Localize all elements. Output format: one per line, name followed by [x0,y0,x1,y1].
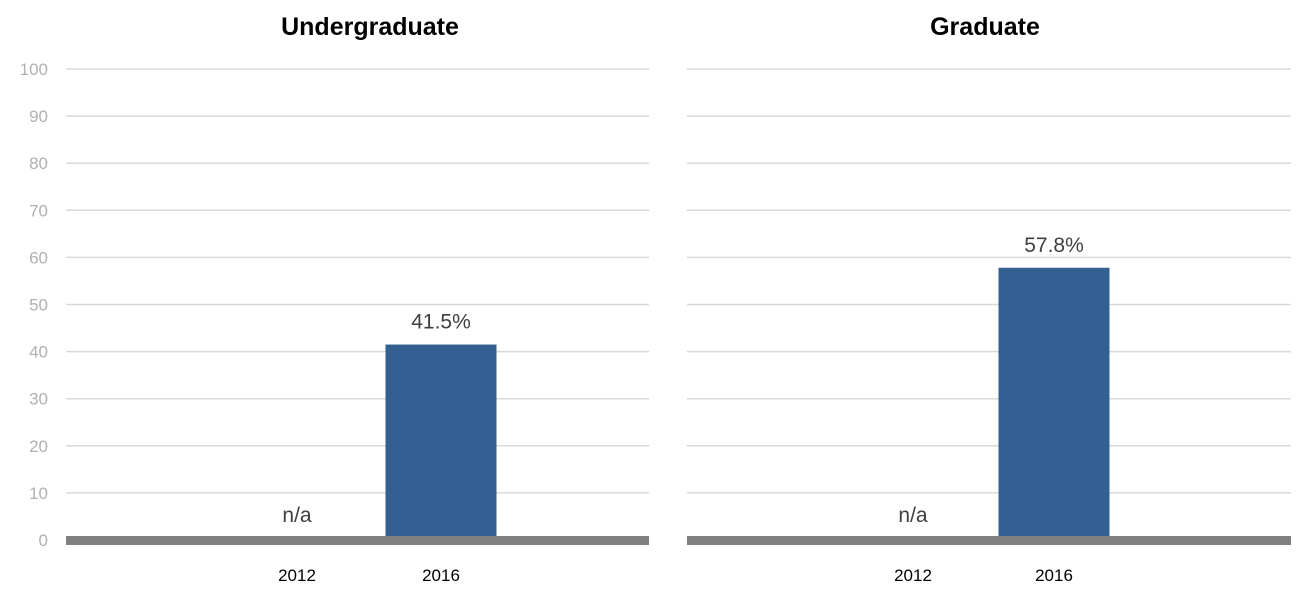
y-tick-label: 50 [29,296,48,315]
y-tick-label: 0 [39,531,48,550]
graduate-data-label-2016: 57.8% [1024,234,1084,257]
x-tick-label: 2016 [1035,566,1073,585]
graduate-data-label-2012: n/a [898,504,928,527]
y-tick-label: 30 [29,390,48,409]
undergraduate-data-label-2016: 41.5% [411,311,471,334]
undergraduate-panel: Undergraduate 0 10 20 30 40 50 60 70 80 90 100 n/a 2… [20,13,649,585]
undergraduate-data-label-2012: n/a [282,504,312,527]
x-axis-baseline [687,536,1291,545]
undergraduate-bar-2016 [385,344,497,540]
undergraduate-panel-title: Undergraduate [281,13,459,41]
graduate-bar-2016 [998,267,1110,540]
x-tick-label: 2012 [278,566,316,585]
x-axis-baseline [66,536,649,545]
x-tick-label: 2012 [894,566,932,585]
x-tick-label: 2016 [422,566,460,585]
y-tick-label: 100 [20,60,48,79]
graduate-panel: Graduate n/a 2012 57.8% 2016 [687,13,1291,585]
y-tick-label: 80 [29,154,48,173]
y-tick-label: 20 [29,437,48,456]
y-tick-label: 70 [29,201,48,220]
graduate-panel-title: Graduate [930,13,1040,41]
y-tick-label: 40 [29,343,48,362]
y-tick-label: 10 [29,484,48,503]
y-tick-label: 90 [29,107,48,126]
y-tick-label: 60 [29,248,48,267]
